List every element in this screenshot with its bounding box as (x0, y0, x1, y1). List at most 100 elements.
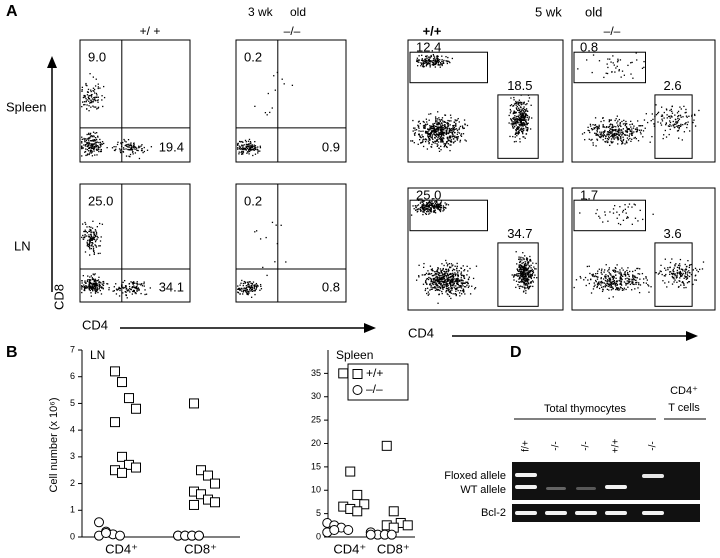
event-dot (448, 282, 451, 284)
event-dot (681, 139, 683, 141)
event-dot (96, 96, 98, 98)
event-dot (119, 289, 121, 292)
event-dot (436, 285, 438, 287)
event-dot (623, 289, 625, 291)
event-dot (460, 267, 462, 269)
event-dot (442, 141, 444, 143)
event-dot (97, 236, 99, 239)
event-dot (521, 115, 524, 117)
event-dot (444, 127, 446, 130)
event-dot (615, 132, 617, 134)
event-dot (419, 135, 421, 137)
event-dot (462, 126, 464, 129)
event-dot (660, 270, 662, 273)
event-dot (447, 283, 449, 285)
event-dot (248, 285, 250, 287)
event-dot (440, 125, 442, 128)
event-dot (83, 96, 86, 98)
event-dot (440, 270, 442, 272)
event-dot (436, 145, 438, 147)
event-dot (128, 290, 130, 292)
gel-band (642, 511, 664, 515)
event-dot (665, 136, 668, 138)
event-dot (685, 278, 688, 280)
event-dot (95, 92, 98, 95)
event-dot (519, 285, 522, 287)
event-dot (674, 126, 676, 128)
event-dot (444, 124, 446, 126)
event-dot (96, 145, 98, 147)
y-tick-label: 1 (70, 505, 75, 515)
event-dot (621, 289, 624, 291)
event-dot (447, 119, 449, 122)
event-dot (624, 134, 627, 136)
event-dot (86, 154, 88, 156)
event-dot (524, 114, 527, 116)
event-dot (116, 143, 119, 146)
event-dot (632, 275, 634, 277)
event-dot (611, 126, 613, 129)
event-dot (672, 276, 674, 279)
event-dot (437, 286, 439, 289)
event-dot (441, 55, 443, 57)
event-dot (437, 277, 439, 279)
event-dot (130, 144, 133, 146)
event-dot (611, 131, 613, 133)
event-dot (432, 138, 434, 141)
event-dot (126, 290, 128, 292)
event-dot (439, 136, 442, 138)
event-dot (142, 151, 144, 154)
event-dot (514, 112, 516, 114)
event-dot (523, 118, 525, 120)
event-dot (526, 260, 528, 262)
event-dot (611, 129, 613, 132)
event-dot (449, 273, 451, 275)
event-dot (412, 130, 414, 132)
gate (409, 199, 488, 232)
event-dot (444, 202, 446, 204)
event-dot (449, 266, 451, 268)
event-dot (422, 65, 424, 68)
event-dot (118, 286, 120, 289)
event-dot (440, 200, 443, 202)
event-dot (518, 111, 520, 114)
event-dot (518, 281, 520, 283)
event-dot (605, 277, 607, 279)
event-dot (435, 276, 437, 279)
event-dot (455, 136, 458, 139)
event-dot (242, 282, 245, 285)
event-dot (435, 126, 438, 128)
event-dot (432, 274, 434, 277)
gate-value: 34.7 (507, 226, 532, 241)
event-dot (600, 136, 602, 139)
event-dot (605, 126, 608, 128)
event-dot (621, 140, 623, 143)
event-dot (595, 273, 597, 275)
event-dot (90, 140, 93, 142)
event-dot (96, 288, 98, 290)
event-dot (83, 286, 85, 288)
event-dot (103, 96, 106, 99)
plot-frame (235, 183, 347, 303)
event-dot (464, 293, 466, 295)
event-dot (450, 129, 452, 131)
event-dot (527, 269, 529, 271)
event-dot (534, 268, 536, 270)
event-dot (621, 278, 623, 281)
event-dot (602, 117, 604, 119)
event-dot (442, 124, 444, 127)
event-dot (620, 275, 622, 277)
event-dot (246, 143, 248, 146)
event-dot (588, 265, 590, 267)
event-dot (452, 278, 455, 280)
event-dot (90, 100, 92, 102)
event-dot (89, 152, 91, 154)
event-dot (612, 280, 614, 283)
event-dot (519, 102, 521, 104)
event-dot (87, 145, 89, 148)
event-dot (446, 275, 448, 277)
event-dot (135, 287, 138, 289)
event-dot (465, 140, 467, 142)
event-dot (510, 118, 512, 120)
event-dot (438, 64, 440, 66)
